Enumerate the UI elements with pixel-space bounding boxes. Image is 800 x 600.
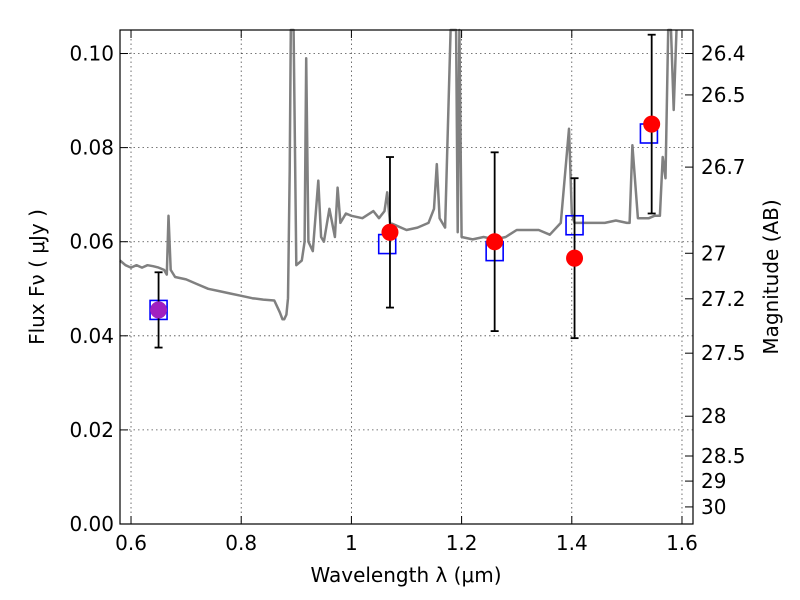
- points-layer: [149, 33, 661, 349]
- ticks-layer: [120, 30, 693, 525]
- magnitude-tick-label: 29: [701, 469, 726, 493]
- grid-layer: [120, 30, 693, 525]
- magnitude-tick-label: 28: [701, 404, 726, 428]
- magnitude-tick-label: 28.5: [701, 444, 746, 468]
- x-tick-label: 1.6: [666, 531, 698, 555]
- observed-photometry-point: [643, 115, 661, 133]
- x-tick-label: 1.4: [556, 531, 588, 555]
- y-tick-label: 0.02: [69, 418, 114, 442]
- x-tick-label: 0.8: [225, 531, 257, 555]
- magnitude-tick-label: 27: [701, 241, 726, 265]
- y-tick-label: 0.06: [69, 230, 114, 254]
- magnitude-tick-label: 30: [701, 495, 726, 519]
- x-axis-label: Wavelength λ (μm): [310, 563, 501, 587]
- magnitude-tick-label: 26.4: [701, 42, 746, 66]
- y-tick-label: 0.08: [69, 136, 114, 160]
- magnitude-tick-label: 26.7: [701, 155, 746, 179]
- spectrum-layer: [119, 28, 678, 321]
- y-tick-label: 0.04: [69, 324, 114, 348]
- y-axis-right-label: Magnitude (AB): [759, 199, 783, 354]
- x-tick-label: 0.6: [115, 531, 147, 555]
- x-tick-labels: 0.6 0.8 1 1.2 1.4 1.6: [115, 531, 698, 555]
- observed-photometry-point: [566, 249, 584, 267]
- magnitude-tick-label: 27.5: [701, 341, 746, 365]
- x-tick-label: 1.2: [446, 531, 478, 555]
- observed-photometry-point: [150, 301, 168, 319]
- observed-photometry-point: [381, 223, 399, 241]
- plot-frame: [119, 29, 694, 525]
- y-tick-label: 0.10: [69, 42, 114, 66]
- observed-photometry-point: [486, 233, 504, 251]
- magnitude-tick-label: 27.2: [701, 287, 746, 311]
- y-tick-labels: 0.00 0.02 0.04 0.06 0.08 0.10: [69, 42, 114, 536]
- y-axis-label: Flux Fν ( μJy ): [25, 209, 49, 345]
- magnitude-tick-label: 26.5: [701, 83, 746, 107]
- spectrum-line: [119, 28, 678, 321]
- x-tick-label: 1: [345, 531, 358, 555]
- y-tick-label: 0.00: [69, 512, 114, 536]
